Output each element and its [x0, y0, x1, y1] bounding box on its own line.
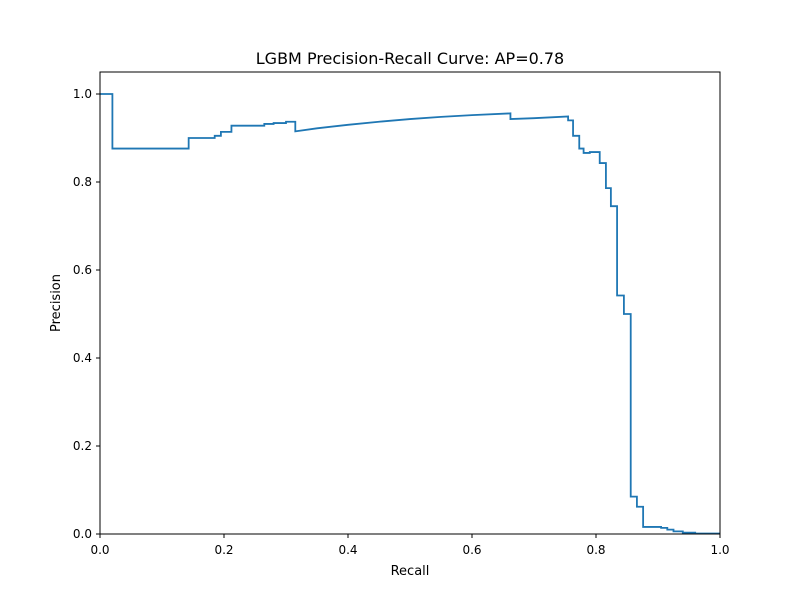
chart-title: LGBM Precision-Recall Curve: AP=0.78 [256, 49, 564, 68]
y-axis-label: Precision [49, 274, 64, 332]
x-tick-label: 1.0 [710, 543, 729, 557]
plot-area [100, 93, 720, 535]
x-axis-label: Recall [391, 564, 430, 579]
axis-ticks: 0.0 0.2 0.4 0.6 0.8 1.0 0.0 0.2 0.4 0.6 0.8 1.0 [73, 87, 730, 557]
x-tick-label: 0.0 [90, 543, 109, 557]
y-tick-label: 1.0 [73, 87, 92, 101]
axes-frame [99, 71, 721, 535]
x-tick-label: 0.4 [338, 543, 357, 557]
series-line-0 [100, 93, 720, 535]
x-tick-label: 0.8 [586, 543, 605, 557]
x-tick-label: 0.2 [214, 543, 233, 557]
y-tick-label: 0.8 [73, 175, 92, 189]
y-tick-label: 0.6 [73, 263, 92, 277]
x-tick-label: 0.6 [462, 543, 481, 557]
y-tick-label: 0.4 [73, 351, 92, 365]
y-tick-label: 0.0 [73, 527, 92, 541]
y-tick-label: 0.2 [73, 439, 92, 453]
